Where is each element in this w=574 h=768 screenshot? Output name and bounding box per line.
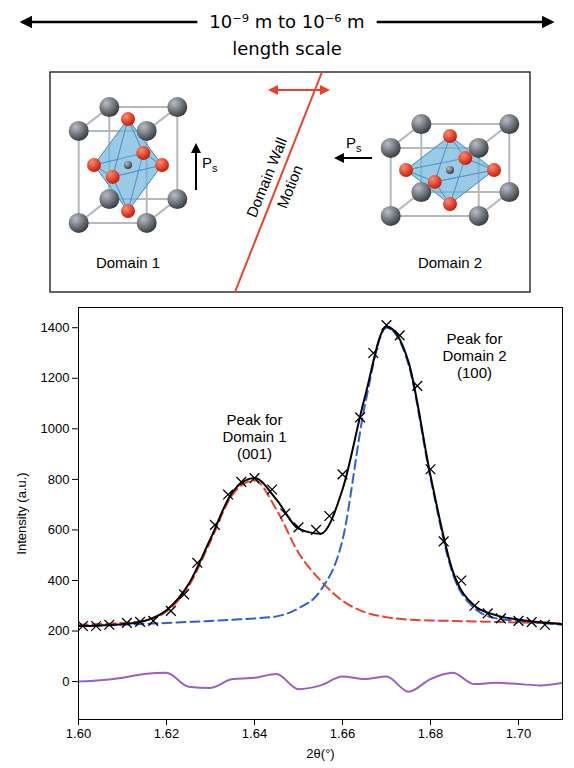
svg-text:Peak forDomain 1(001): Peak forDomain 1(001): [222, 411, 286, 463]
svg-text:800: 800: [48, 472, 70, 487]
svg-text:Ps: Ps: [346, 134, 362, 154]
svg-text:length scale: length scale: [232, 38, 341, 59]
svg-text:400: 400: [48, 573, 70, 588]
svg-text:1000: 1000: [41, 421, 70, 436]
svg-text:1.70: 1.70: [506, 726, 531, 741]
svg-text:1.66: 1.66: [330, 726, 355, 741]
svg-text:Motion: Motion: [273, 163, 306, 211]
svg-text:1.62: 1.62: [154, 726, 179, 741]
svg-text:1.64: 1.64: [242, 726, 267, 741]
svg-text:Intensity (a.u.): Intensity (a.u.): [14, 472, 29, 554]
svg-text:1.60: 1.60: [66, 726, 91, 741]
svg-text:Ps: Ps: [202, 154, 218, 174]
svg-text:1200: 1200: [41, 370, 70, 385]
svg-text:Domain 1: Domain 1: [96, 254, 160, 271]
svg-text:Domain 2: Domain 2: [418, 254, 482, 271]
svg-text:200: 200: [48, 623, 70, 638]
svg-text:1.68: 1.68: [418, 726, 443, 741]
svg-text:2θ(°): 2θ(°): [306, 746, 334, 761]
svg-text:1400: 1400: [41, 320, 70, 335]
svg-text:0: 0: [62, 674, 69, 689]
svg-text:10⁻⁹ m to 10⁻⁶ m: 10⁻⁹ m to 10⁻⁶ m: [209, 11, 364, 32]
svg-text:Domain Wall: Domain Wall: [242, 135, 291, 220]
svg-text:600: 600: [48, 522, 70, 537]
svg-text:Peak forDomain 2(100): Peak forDomain 2(100): [442, 330, 506, 382]
